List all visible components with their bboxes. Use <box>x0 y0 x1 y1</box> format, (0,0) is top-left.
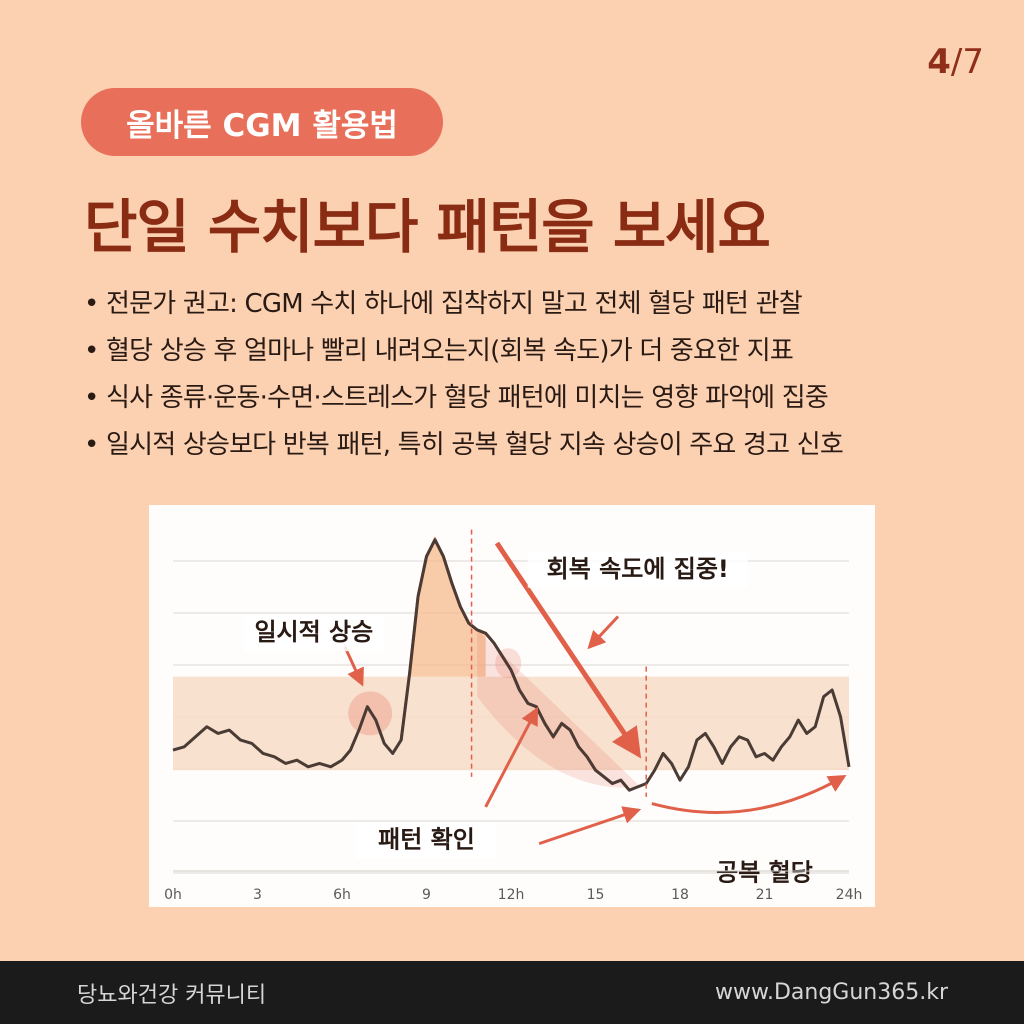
bullet-text: 혈당 상승 후 얼마나 빨리 내려오는지(회복 속도)가 더 중요한 지표 <box>106 336 794 366</box>
annotation-temporary-rise-bg <box>243 615 384 652</box>
annotation-pattern-check-bg <box>356 822 497 859</box>
x-tick-label: 15 <box>587 887 605 903</box>
recovery-trend-arrow <box>494 541 642 759</box>
annotation-recovery-focus-bg <box>527 551 748 588</box>
annotation-temporary-rise: 일시적 상승 <box>254 618 373 646</box>
annotation-pattern-check: 패턴 확인 <box>378 825 475 853</box>
bullet-list: • 전문가 권고: CGM 수치 하나에 집착하지 말고 전체 혈당 패턴 관찰 … <box>84 282 984 470</box>
page-current: 4 <box>927 42 951 82</box>
x-tick-label: 12h <box>498 887 525 903</box>
page-counter: 4/7 <box>927 42 984 82</box>
bullet-marker: • <box>84 289 99 319</box>
pattern-right-arrow <box>538 806 642 846</box>
annotation-fasting-glucose: 공복 혈당 <box>716 859 813 887</box>
list-item: • 혈당 상승 후 얼마나 빨리 내려오는지(회복 속도)가 더 중요한 지표 <box>84 329 984 376</box>
page-total: 7 <box>962 42 984 82</box>
pattern-up-arrow <box>484 706 539 808</box>
list-item: • 일시적 상승보다 반복 패턴, 특히 공복 혈당 지속 상승이 주요 경고 신… <box>84 423 984 470</box>
x-tick-label: 3 <box>253 887 262 903</box>
spike-area <box>409 539 486 677</box>
x-tick-label: 6h <box>333 887 351 903</box>
bullet-text: 전문가 권고: CGM 수치 하나에 집착하지 말고 전체 혈당 패턴 관찰 <box>106 289 803 319</box>
target-range-band <box>173 676 849 771</box>
bullet-marker: • <box>84 336 99 366</box>
community-name: 당뇨와건강 커뮤니티 <box>77 982 267 1008</box>
bullet-text: 일시적 상승보다 반복 패턴, 특히 공복 혈당 지속 상승이 주요 경고 신호 <box>106 430 844 460</box>
annotation-recovery-focus: 회복 속도에 집중! <box>547 555 729 583</box>
x-tick-label: 21 <box>756 887 774 903</box>
website-url: www.DangGun365.kr <box>715 980 948 1005</box>
list-item: • 전문가 권고: CGM 수치 하나에 집착하지 말고 전체 혈당 패턴 관찰 <box>84 282 984 329</box>
recovery-label-arrow <box>587 615 620 650</box>
recovery-shadow-area <box>477 629 641 788</box>
glucose-series-line <box>172 538 851 792</box>
page-title: 단일 수치보다 패턴을 보세요 <box>84 193 771 261</box>
x-axis-ticks: 0h 3 6h 9 12h 15 18 21 24h <box>164 870 863 903</box>
bullet-text: 식사 종류·운동·수면·스트레스가 혈당 패턴에 미치는 영향 파악에 집중 <box>106 383 829 413</box>
bullet-marker: • <box>84 430 99 460</box>
topic-badge: 올바른 CGM 활용법 <box>81 88 443 156</box>
bullet-marker: • <box>84 383 99 413</box>
x-tick-label: 9 <box>422 887 431 903</box>
footer-bar: 당뇨와건강 커뮤니티 www.DangGun365.kr <box>0 961 1024 1024</box>
page-separator: / <box>950 42 963 82</box>
temporary-rise-arrow <box>343 645 364 687</box>
x-tick-label: 0h <box>164 887 182 903</box>
x-tick-label: 24h <box>836 887 863 903</box>
list-item: • 식사 종류·운동·수면·스트레스가 혈당 패턴에 미치는 영향 파악에 집중 <box>84 376 984 423</box>
x-tick-label: 18 <box>671 887 689 903</box>
fasting-trend-arrow <box>651 775 847 814</box>
